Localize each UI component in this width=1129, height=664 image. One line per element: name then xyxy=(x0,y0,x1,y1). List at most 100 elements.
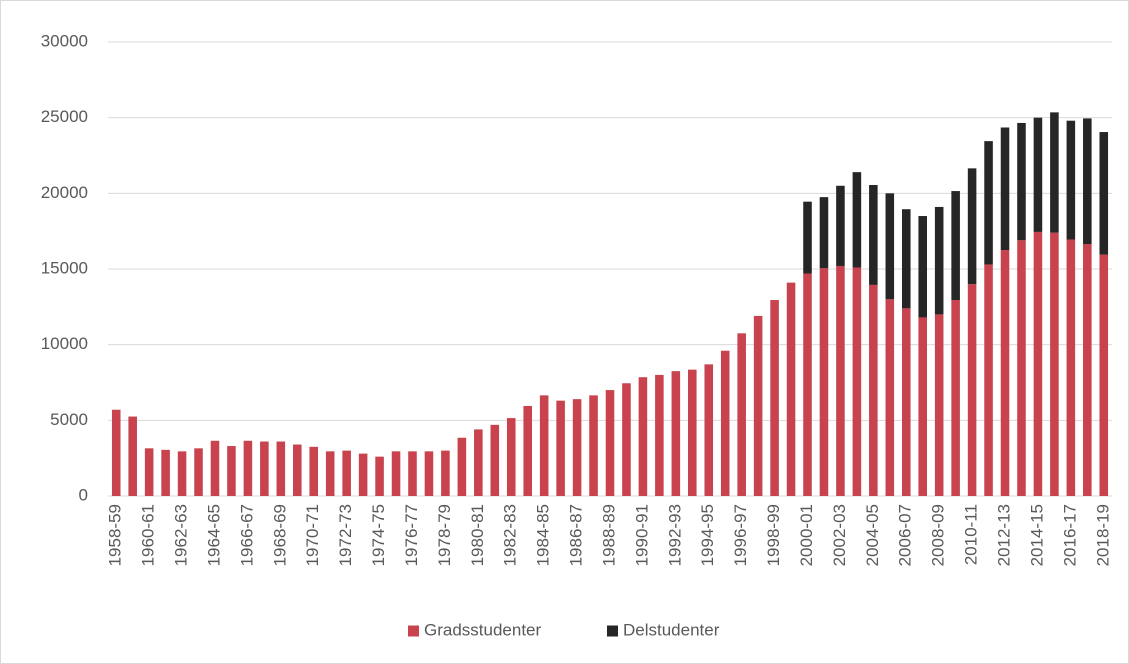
x-tick-label: 1994-95 xyxy=(698,504,717,566)
x-tick-label: 1960-61 xyxy=(139,504,158,566)
x-tick-label: 1958-59 xyxy=(106,504,125,566)
bar-segment xyxy=(753,315,763,496)
bar-segment xyxy=(1017,240,1026,496)
bar-segment xyxy=(951,191,960,301)
bar-segment xyxy=(1017,122,1026,241)
bar-segment xyxy=(819,268,829,496)
x-tick-label: 1976-77 xyxy=(402,504,421,566)
x-tick-label: 2010-11 xyxy=(962,504,981,565)
bar-segment xyxy=(704,364,714,496)
bar-segment xyxy=(1099,254,1109,496)
x-tick-label: 2012-13 xyxy=(995,504,1014,566)
bar-segment xyxy=(161,449,170,496)
x-tick-label: 1962-63 xyxy=(172,504,191,566)
x-tick-label: 1972-73 xyxy=(336,504,355,566)
y-tick-label: 15000 xyxy=(41,258,88,277)
x-tick-label: 1998-99 xyxy=(764,504,783,566)
bar-segment xyxy=(243,440,253,496)
bar-segment xyxy=(934,206,944,315)
x-tick-label: 2008-09 xyxy=(929,504,948,566)
x-tick-label: 1988-89 xyxy=(599,504,618,566)
bar-segment xyxy=(309,446,319,496)
bar-segment xyxy=(869,185,878,285)
bar-segment xyxy=(358,453,368,496)
bar-segment xyxy=(408,451,417,496)
bar-segment xyxy=(292,444,302,496)
bar-segment xyxy=(194,448,203,496)
bar-segment xyxy=(424,451,434,496)
bar-segment xyxy=(490,424,500,496)
legend-label: Gradsstudenter xyxy=(424,620,542,639)
bar-segment xyxy=(984,141,993,265)
bar-segment xyxy=(375,456,384,496)
x-tick-label: 2016-17 xyxy=(1060,504,1079,566)
bar-segment xyxy=(836,185,845,266)
bar-segment xyxy=(638,377,648,496)
x-tick-label: 1974-75 xyxy=(369,504,388,566)
bar-segment xyxy=(589,395,598,496)
bar-segment xyxy=(1066,120,1076,240)
bar-segment xyxy=(276,441,286,496)
bar-segment xyxy=(605,390,615,496)
bar-segment xyxy=(1033,117,1043,232)
bar-segment xyxy=(227,446,236,496)
x-tick-label: 1996-97 xyxy=(731,504,750,566)
y-tick-label: 25000 xyxy=(41,107,88,126)
bar-segment xyxy=(688,369,697,496)
bar-segment xyxy=(342,450,351,496)
x-tick-label: 1980-81 xyxy=(468,504,487,566)
legend-swatch xyxy=(408,625,419,637)
bar-segment xyxy=(1083,118,1092,245)
bar-segment xyxy=(918,216,928,318)
y-tick-label: 30000 xyxy=(41,31,88,50)
legend-swatch xyxy=(607,625,618,637)
bar-segment xyxy=(1033,231,1043,496)
x-tick-label: 1978-79 xyxy=(435,504,454,566)
bar-segment xyxy=(1083,244,1092,496)
bar-segment xyxy=(803,201,812,274)
x-tick-label: 1984-85 xyxy=(534,504,553,566)
bar-segment xyxy=(111,409,121,496)
bar-segment xyxy=(1050,232,1059,496)
bar-segment xyxy=(441,450,450,496)
bar-segment xyxy=(523,405,532,496)
bar-segment xyxy=(934,314,944,496)
bar-segment xyxy=(391,451,401,496)
x-tick-label: 2000-01 xyxy=(797,504,816,566)
y-tick-label: 5000 xyxy=(50,410,88,429)
bar-segment xyxy=(869,284,878,496)
bar-segment xyxy=(260,441,269,496)
bar-segment xyxy=(786,282,796,496)
bar-segment xyxy=(556,400,565,496)
x-tick-label: 1968-69 xyxy=(270,504,289,566)
bar-segment xyxy=(457,437,467,496)
x-tick-label: 1970-71 xyxy=(303,504,322,566)
bar-segment xyxy=(177,451,187,496)
bar-segment xyxy=(325,451,335,496)
x-tick-label: 1990-91 xyxy=(632,504,651,566)
bar-segment xyxy=(1066,239,1076,497)
bar-segment xyxy=(737,333,746,496)
bar-segment xyxy=(210,440,220,496)
x-tick-label: 2002-03 xyxy=(830,504,849,566)
bar-segment xyxy=(885,299,895,496)
x-tick-label: 1986-87 xyxy=(567,504,586,566)
bar-segment xyxy=(852,172,862,268)
bar-segment xyxy=(1050,112,1059,233)
x-tick-label: 2006-07 xyxy=(896,504,915,566)
bar-segment xyxy=(967,168,977,285)
bar-segment xyxy=(967,284,977,496)
bar-segment xyxy=(1000,127,1010,251)
x-tick-label: 1982-83 xyxy=(501,504,520,566)
bar-segment xyxy=(819,197,829,269)
x-tick-label: 2004-05 xyxy=(863,504,882,566)
bar-segment xyxy=(951,300,960,496)
bar-segment xyxy=(918,317,928,496)
y-tick-label: 0 xyxy=(79,485,88,504)
x-tick-label: 1966-67 xyxy=(237,504,256,566)
bar-segment xyxy=(1099,132,1109,255)
bar-segment xyxy=(474,429,483,496)
bar-segment xyxy=(128,416,137,496)
